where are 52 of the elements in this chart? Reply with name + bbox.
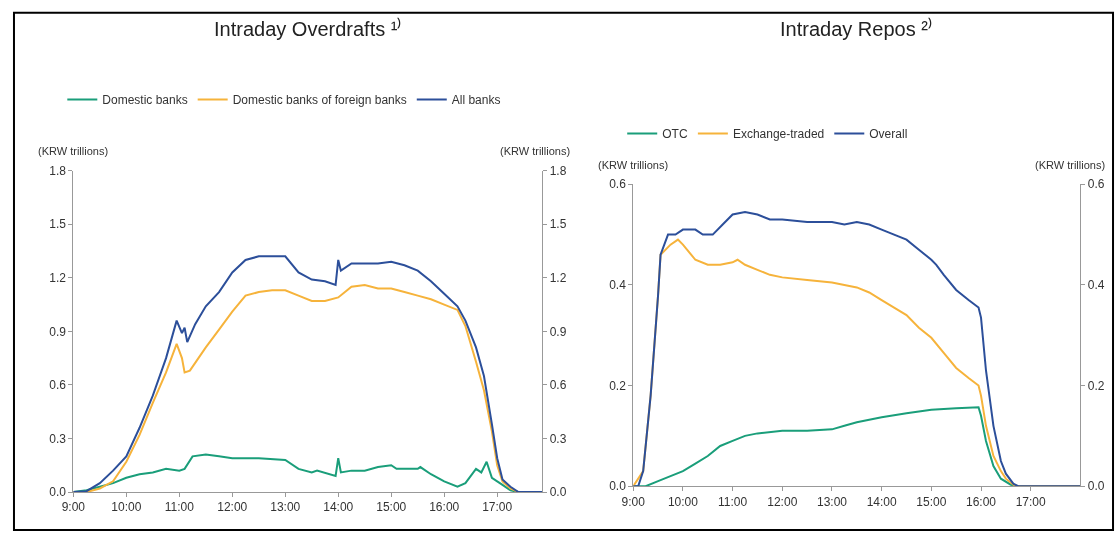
y2-tick-label: 0.9 [549, 324, 567, 339]
x-tick-label: 9:00 [61, 500, 86, 515]
y2-tick-label: 0.0 [549, 485, 567, 500]
x-tick-label: 11:00 [718, 494, 748, 509]
y-axis-title: (KRW trillions) [598, 159, 669, 171]
chart-title: Intraday Overdrafts ¹⁾ [214, 17, 403, 40]
x-tick-label: 14:00 [866, 494, 897, 509]
y2-tick-label: 0.2 [1087, 378, 1105, 393]
y-tick-label: 0.4 [609, 278, 627, 293]
x-tick-label: 15:00 [376, 500, 407, 515]
y2-axis-title: (KRW trillions) [1035, 159, 1106, 171]
y-tick-label: 0.3 [49, 431, 67, 446]
x-tick-label: 12:00 [767, 494, 798, 509]
x-tick-label: 15:00 [916, 494, 947, 509]
y-tick-label: 0.0 [49, 485, 67, 500]
legend-label: Domestic banks [102, 93, 188, 108]
x-tick-label: 11:00 [164, 500, 195, 515]
x-tick-label: 12:00 [217, 500, 248, 515]
y-tick-label: 1.8 [49, 163, 67, 178]
x-tick-label: 10:00 [111, 500, 142, 515]
legend-label: All banks [451, 93, 501, 108]
legend-label: Overall [869, 127, 908, 142]
y2-tick-label: 0.6 [1087, 177, 1105, 192]
legend-label: Domestic banks of foreign banks [232, 93, 407, 108]
x-tick-label: 10:00 [667, 494, 699, 509]
y-axis-title: (KRW trillions) [38, 145, 109, 157]
y2-tick-label: 0.3 [549, 431, 567, 446]
y-tick-label: 0.6 [609, 177, 627, 192]
y2-tick-label: 1.2 [549, 270, 567, 285]
y-tick-label: 1.2 [49, 270, 67, 285]
y2-tick-label: 1.8 [549, 163, 567, 178]
y-tick-label: 0.6 [49, 378, 67, 393]
y-tick-label: 1.5 [49, 217, 67, 232]
x-tick-label: 17:00 [1015, 494, 1047, 509]
y2-tick-label: 0.0 [1087, 479, 1105, 494]
legend-label: Exchange-traded [732, 127, 825, 142]
legend-label: OTC [662, 127, 688, 142]
y-tick-label: 0.0 [609, 479, 627, 494]
x-tick-label: 17:00 [482, 500, 513, 515]
y2-tick-label: 0.4 [1087, 278, 1105, 293]
y2-axis-title: (KRW trillions) [500, 145, 571, 157]
x-tick-label: 16:00 [429, 500, 460, 515]
chart-title: Intraday Repos ²⁾ [780, 17, 933, 40]
x-tick-label: 16:00 [966, 494, 997, 509]
y-tick-label: 0.9 [49, 324, 67, 339]
y-tick-label: 0.2 [609, 378, 627, 393]
x-tick-label: 13:00 [270, 500, 301, 515]
y2-tick-label: 0.6 [549, 378, 567, 393]
x-tick-label: 9:00 [621, 494, 646, 509]
x-tick-label: 14:00 [323, 500, 354, 515]
y2-tick-label: 1.5 [549, 217, 567, 232]
x-tick-label: 13:00 [816, 494, 848, 509]
